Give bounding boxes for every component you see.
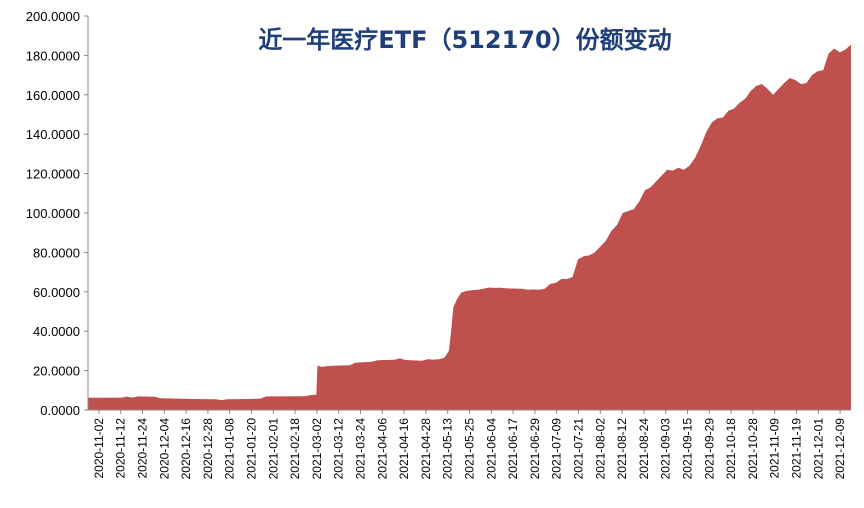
x-tick-label: 2021-04-28 [419, 418, 433, 480]
x-tick-label: 2021-03-02 [310, 418, 324, 480]
x-tick-label: 2021-12-09 [833, 418, 847, 480]
x-tick-label: 2021-12-01 [811, 418, 825, 480]
x-tick-label: 2021-04-16 [397, 418, 411, 480]
x-tick-label: 2021-06-17 [506, 418, 520, 480]
y-tick-label: 80.0000 [33, 245, 80, 260]
series-area [88, 44, 851, 410]
chart-title: 近一年医疗ETF（512170）份额变动 [258, 26, 671, 54]
y-tick-label: 20.0000 [33, 364, 80, 379]
y-tick-label: 100.0000 [26, 206, 80, 221]
x-tick-label: 2021-01-08 [223, 418, 237, 480]
x-tick-label: 2021-08-02 [593, 418, 607, 480]
x-tick-label: 2021-09-03 [659, 418, 673, 480]
y-tick-label: 200.0000 [26, 9, 80, 24]
x-tick-label: 2021-04-06 [375, 418, 389, 480]
x-tick-label: 2021-03-12 [332, 418, 346, 480]
y-tick-label: 60.0000 [33, 285, 80, 300]
x-tick-label: 2020-11-24 [136, 418, 150, 479]
x-tick-label: 2021-08-12 [615, 418, 629, 480]
x-tick-label: 2021-05-25 [463, 418, 477, 480]
plot-area: 0.0000 20.0000 40.0000 60.0000 80.0000 100.00… [26, 9, 851, 479]
x-tick-label: 2021-02-18 [288, 418, 302, 480]
x-tick-label: 2021-07-21 [572, 418, 586, 480]
x-tick-label: 2020-12-16 [179, 418, 193, 480]
x-tick-label: 2021-10-18 [724, 418, 738, 480]
x-tick-label: 2021-05-13 [441, 418, 455, 480]
y-tick-label: 120.0000 [26, 167, 80, 182]
y-tick-label: 0.0000 [40, 403, 80, 418]
x-tick-label: 2021-08-24 [637, 418, 651, 480]
y-tick-label: 180.0000 [26, 48, 80, 63]
x-tick-label: 2021-09-29 [702, 418, 716, 480]
x-tick-label: 2021-11-09 [768, 418, 782, 479]
y-tick-label: 140.0000 [26, 127, 80, 142]
x-tick-label: 2021-10-28 [746, 418, 760, 480]
x-tick-label: 2021-02-01 [266, 418, 280, 480]
x-tick-label: 2020-11-02 [92, 418, 106, 479]
x-tick-label: 2021-06-29 [528, 418, 542, 480]
x-tick-label: 2020-12-28 [201, 418, 215, 480]
x-tick-label: 2020-11-12 [114, 418, 128, 479]
x-tick-label: 2021-09-15 [681, 418, 695, 480]
x-tick-label: 2021-03-24 [354, 418, 368, 480]
x-tick-label: 2021-07-09 [550, 418, 564, 480]
x-tick-label: 2021-01-20 [245, 418, 259, 480]
x-tick-label: 2020-12-04 [157, 418, 171, 480]
x-tick-label: 2021-11-19 [790, 418, 804, 479]
x-tick-label: 2021-06-04 [484, 418, 498, 480]
y-tick-label: 40.0000 [33, 324, 80, 339]
y-tick-label: 160.0000 [26, 88, 80, 103]
